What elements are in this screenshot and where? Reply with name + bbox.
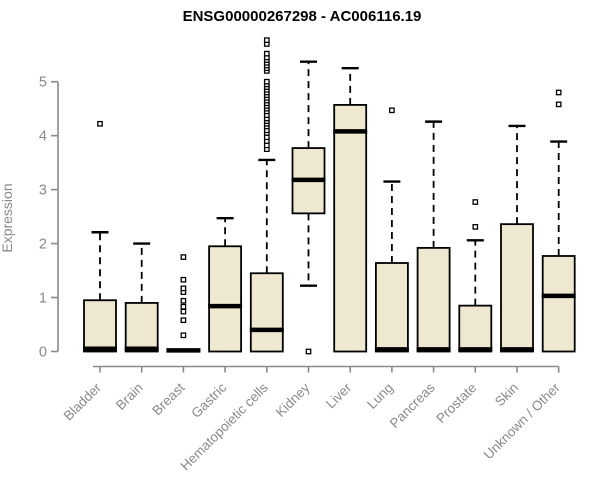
outlier-point	[180, 332, 187, 339]
outlier-point	[389, 107, 395, 114]
y-tick-label: 4	[39, 129, 47, 145]
box-prostate	[458, 199, 493, 353]
y-tick-label: 5	[39, 75, 47, 91]
outlier-point	[263, 50, 270, 57]
box-brain	[124, 242, 159, 353]
outlier-point	[180, 297, 187, 304]
box-rect	[416, 246, 451, 353]
outlier-point	[180, 276, 187, 283]
box-liver	[333, 67, 368, 353]
box-rect	[249, 272, 284, 353]
outlier-point	[180, 308, 187, 315]
box-rect	[333, 104, 368, 353]
x-tick-label: Pancreas	[387, 380, 438, 431]
outlier-point	[555, 89, 562, 96]
box-lung	[374, 107, 409, 353]
outlier-point	[180, 317, 187, 324]
x-tick-label: Brain	[113, 380, 146, 413]
x-tick-label: Liver	[323, 380, 355, 412]
outlier-point	[263, 37, 270, 44]
box-gastric	[208, 217, 243, 353]
box-kidney	[291, 60, 326, 355]
y-tick-label: 2	[39, 237, 47, 253]
outlier-point	[472, 224, 479, 230]
box-unknown-other	[541, 89, 576, 353]
box-rect	[541, 255, 576, 353]
x-tick-label: Unknown / Other	[481, 380, 564, 463]
x-tick-label: Gastric	[188, 380, 229, 421]
outlier-point	[555, 101, 562, 108]
box-rect	[208, 245, 243, 353]
y-tick-label: 3	[39, 183, 47, 199]
box-rect	[83, 299, 117, 353]
outlier-point	[97, 120, 103, 127]
x-tick-label: Prostate	[433, 380, 479, 426]
box-rect	[500, 223, 534, 353]
outlier-point	[180, 303, 187, 310]
box-breast	[166, 254, 201, 353]
box-hematopoietic-cells	[249, 37, 284, 353]
outlier-point	[180, 254, 187, 260]
x-tick-label: Kidney	[273, 380, 313, 420]
outlier-point	[472, 199, 479, 205]
box-skin	[500, 124, 534, 353]
chart-title: ENSG00000267298 - AC006116.19	[182, 8, 422, 25]
box-rect	[124, 302, 159, 353]
x-tick-label: Skin	[492, 380, 521, 409]
y-tick-label: 1	[39, 291, 47, 307]
x-tick-label: Bladder	[61, 380, 105, 424]
outlier-point	[180, 285, 187, 292]
x-tick-label: Lung	[364, 380, 396, 412]
y-tick-label: 0	[39, 345, 47, 361]
box-rect	[374, 262, 409, 353]
outlier-point	[305, 348, 312, 355]
box-pancreas	[416, 120, 451, 353]
x-tick-label: Breast	[149, 380, 187, 418]
box-bladder	[83, 120, 117, 353]
outlier-point	[263, 78, 270, 85]
box-rect	[458, 304, 493, 353]
